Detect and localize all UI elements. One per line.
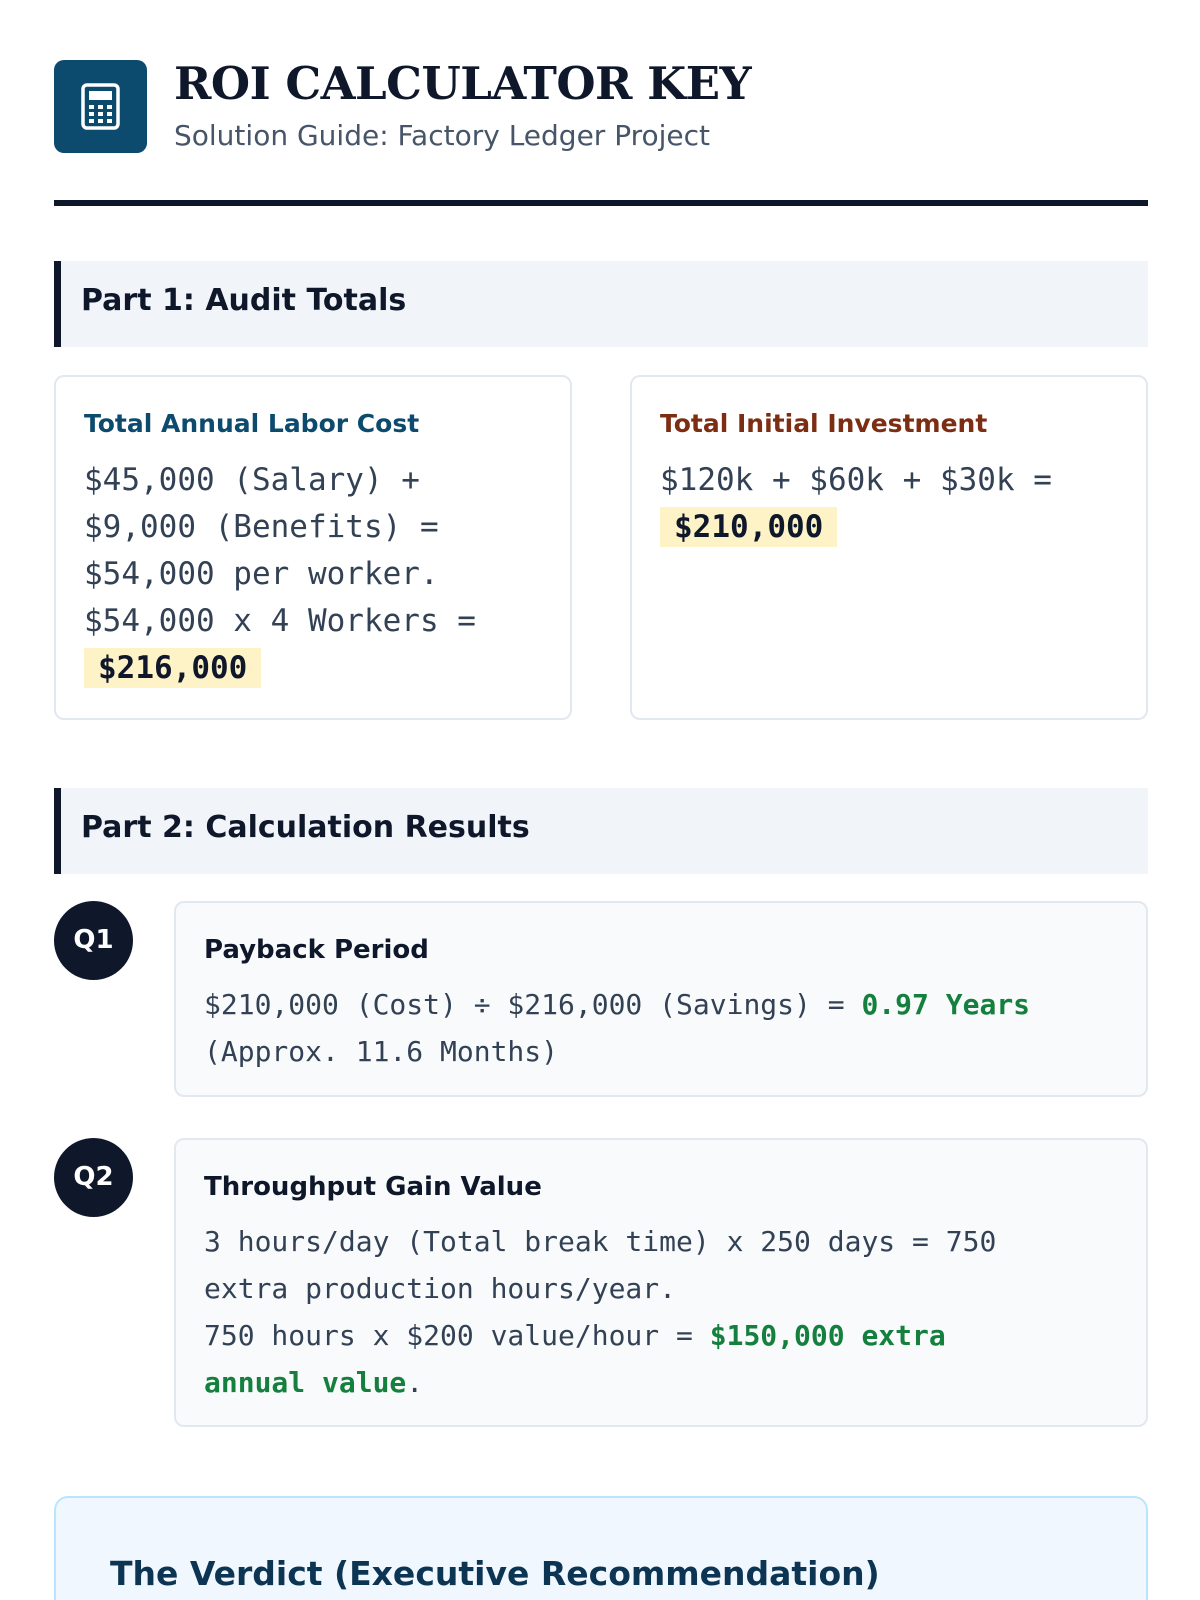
q2-card: Throughput Gain Value 3 hours/day (Total… xyxy=(174,1138,1148,1427)
calc-text: . xyxy=(406,1366,424,1399)
calc-line: $9,000 (Benefits) = xyxy=(84,509,439,545)
calc-line: extra production hours/year. xyxy=(204,1272,677,1305)
labor-cost-calculation: $45,000 (Salary) + $9,000 (Benefits) = $… xyxy=(84,457,476,692)
throughput-result: $150,000 extra xyxy=(709,1319,946,1352)
calc-line: 3 hours/day (Total break time) x 250 day… xyxy=(204,1225,997,1258)
page-subtitle: Solution Guide: Factory Ledger Project xyxy=(174,119,711,152)
q1-badge: Q1 xyxy=(54,901,133,980)
investment-card: Total Initial Investment $120k + $60k + … xyxy=(630,375,1148,720)
calc-line: $45,000 (Salary) + xyxy=(84,462,420,498)
investment-label: Total Initial Investment xyxy=(660,409,988,438)
investment-calculation: $120k + $60k + $30k = $210,000 xyxy=(660,457,1052,551)
section-heading-part1: Part 1: Audit Totals xyxy=(54,261,1148,347)
investment-result: $210,000 xyxy=(660,507,838,547)
calc-line: annual value. xyxy=(204,1359,1124,1406)
calc-text: $210,000 (Cost) ÷ $216,000 (Savings) = xyxy=(204,988,862,1021)
q1-card: Payback Period $210,000 (Cost) ÷ $216,00… xyxy=(174,901,1148,1097)
throughput-result-cont: annual value xyxy=(204,1366,407,1399)
section-heading-label: Part 1: Audit Totals xyxy=(81,283,407,318)
calc-line: 750 hours x $200 value/hour = $150,000 e… xyxy=(204,1312,1124,1359)
logo xyxy=(54,60,147,153)
calc-text: 750 hours x $200 value/hour = xyxy=(204,1319,710,1352)
labor-cost-result: $216,000 xyxy=(84,648,262,688)
payback-result: 0.97 Years xyxy=(861,988,1031,1021)
calc-line: (Approx. 11.6 Months) xyxy=(204,1035,559,1068)
section-heading-label: Part 2: Calculation Results xyxy=(81,810,530,845)
q2-badge: Q2 xyxy=(54,1138,133,1217)
verdict-title: The Verdict (Executive Recommendation) xyxy=(110,1554,880,1593)
q2-calculation: 3 hours/day (Total break time) x 250 day… xyxy=(204,1218,1124,1406)
q1-title: Payback Period xyxy=(204,935,429,965)
header-divider xyxy=(54,200,1148,206)
header: ROI CALCULATOR KEY Solution Guide: Facto… xyxy=(54,57,1148,153)
calc-line: $120k + $60k + $30k = xyxy=(660,462,1052,498)
q1-calculation: $210,000 (Cost) ÷ $216,000 (Savings) = 0… xyxy=(204,981,1124,1075)
section-heading-part2: Part 2: Calculation Results xyxy=(54,788,1148,874)
labor-cost-card: Total Annual Labor Cost $45,000 (Salary)… xyxy=(54,375,572,720)
calc-line: $210,000 (Cost) ÷ $216,000 (Savings) = 0… xyxy=(204,981,1124,1028)
calculator-icon xyxy=(81,83,120,130)
calc-line: $54,000 per worker. xyxy=(84,556,439,592)
calc-line: $54,000 x 4 Workers = xyxy=(84,603,476,639)
verdict-box: The Verdict (Executive Recommendation) xyxy=(54,1496,1148,1600)
labor-cost-label: Total Annual Labor Cost xyxy=(84,409,420,438)
page-title: ROI CALCULATOR KEY xyxy=(174,57,752,110)
q2-title: Throughput Gain Value xyxy=(204,1172,542,1202)
